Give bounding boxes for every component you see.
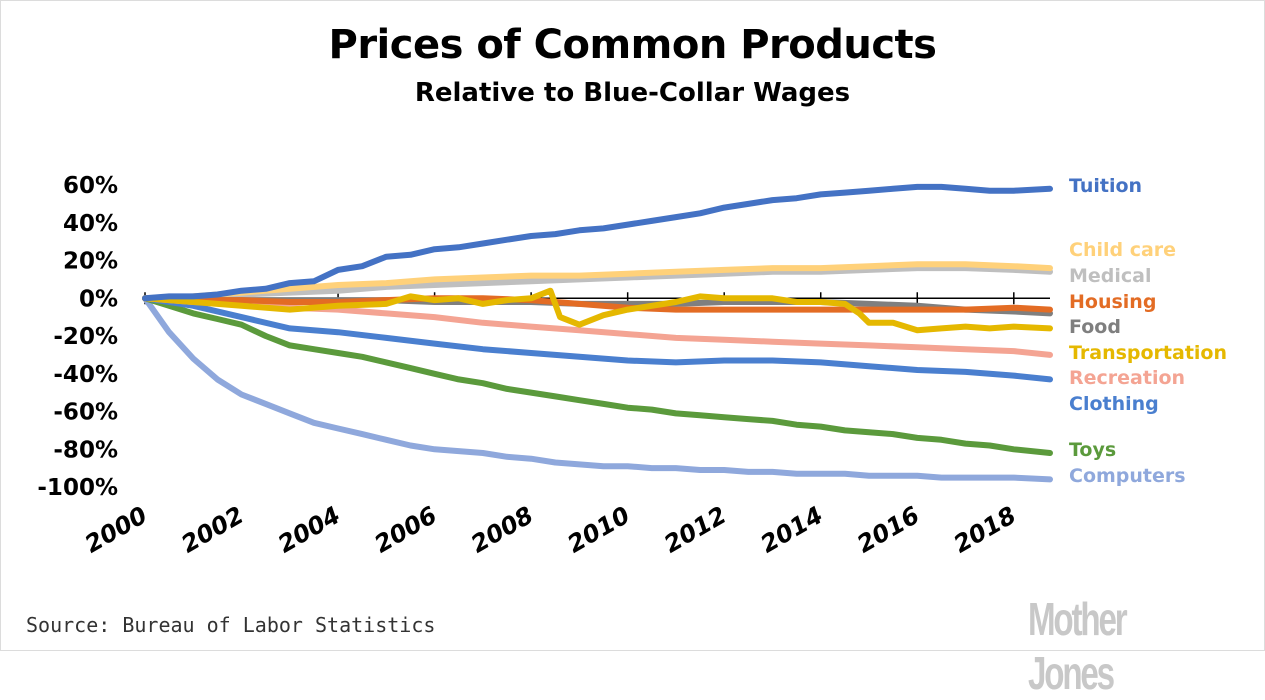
series-line-tuition	[142, 183, 1053, 302]
x-tick-label: 2012	[659, 501, 731, 559]
series-line-transportation	[142, 287, 1053, 334]
x-tick-label: 2004	[273, 501, 345, 559]
x-tick-label: 2006	[370, 501, 442, 559]
y-tick-label: -80%	[53, 437, 118, 463]
x-tick-label: 2000	[80, 501, 152, 559]
series-label-tuition: Tuition	[1069, 175, 1142, 197]
y-tick-label: 20%	[63, 249, 118, 275]
line-chart: 60% 40% 20% 0% -20% -40% -60% -80% -100%2000 2002…	[37, 173, 1227, 559]
x-tick-label: 2018	[949, 501, 1021, 559]
y-tick-label: -20%	[53, 324, 118, 350]
y-tick-label: 60%	[63, 173, 118, 199]
brand-logo: Mother Jones	[1028, 593, 1128, 699]
series-line-medical	[142, 265, 1053, 302]
x-tick-label: 2010	[563, 501, 635, 559]
series-line-child-care	[142, 261, 1053, 302]
x-tick-label: 2008	[466, 501, 538, 559]
x-tick-label: 2002	[177, 501, 249, 559]
y-tick-label: -40%	[53, 362, 118, 388]
source-note: Source: Bureau of Labor Statistics	[26, 613, 436, 637]
series-line-computers	[142, 295, 1053, 483]
x-tick-label: 2016	[852, 501, 924, 559]
y-tick-label: -100%	[37, 475, 118, 501]
series-label-recreation: Recreation	[1069, 367, 1185, 389]
series-label-medical: Medical	[1069, 265, 1152, 287]
series-label-toys: Toys	[1069, 439, 1116, 461]
series-line-clothing	[142, 295, 1053, 383]
series-label-clothing: Clothing	[1069, 393, 1159, 415]
series-label-computers: Computers	[1069, 465, 1186, 487]
series-label-food: Food	[1069, 316, 1121, 338]
y-tick-label: 0%	[79, 286, 118, 312]
chart-title: Prices of Common Products	[328, 22, 938, 68]
series-line-housing	[142, 295, 1053, 313]
y-tick-label: -60%	[53, 400, 118, 426]
chart-subtitle: Relative to Blue-Collar Wages	[414, 78, 851, 108]
x-tick-label: 2014	[756, 501, 828, 559]
y-tick-label: 40%	[63, 211, 118, 237]
series-label-transportation: Transportation	[1069, 342, 1227, 364]
series-label-housing: Housing	[1069, 291, 1156, 313]
series-line-toys	[142, 295, 1053, 456]
series-label-child-care: Child care	[1069, 239, 1176, 261]
